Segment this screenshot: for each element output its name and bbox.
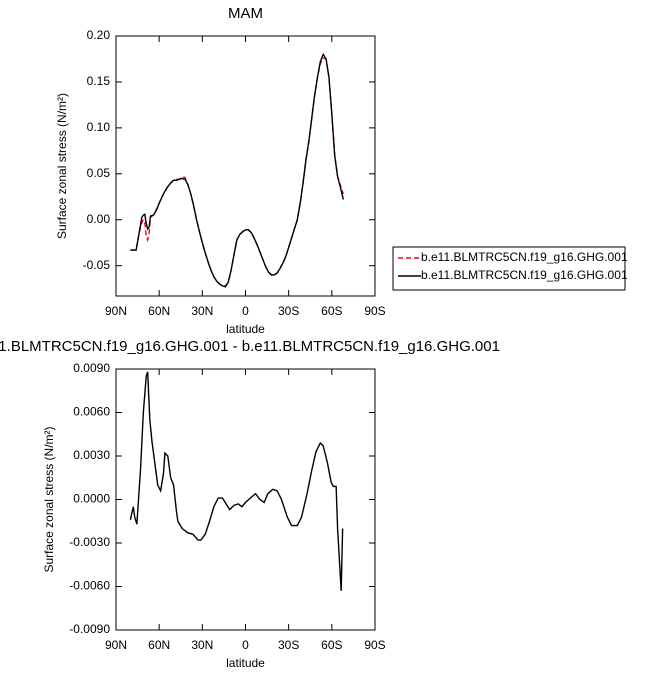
x-tick-label: 90S [364,304,385,318]
y-axis-label: Surface zonal stress (N/m²) [55,93,69,239]
x-tick-label: 60N [148,304,170,318]
y-tick-label: 0.05 [87,166,111,180]
x-tick-label: 0 [242,638,249,652]
y-tick-label: -0.0090 [69,622,110,636]
x-tick-label: 60S [321,638,342,652]
y-tick-label: 0.00 [87,212,111,226]
y-axis-label: Surface zonal stress (N/m²) [42,426,56,572]
legend-box [392,246,626,291]
legend-label: b.e11.BLMTRC5CN.f19_g16.GHG.001 [421,250,628,264]
x-tick-label: 30N [191,304,213,318]
x-tick-label: 60S [321,304,342,318]
x-tick-label: 30S [278,638,299,652]
y-tick-label: 0.15 [87,74,111,88]
y-tick-label: 0.0060 [73,405,110,419]
x-tick-label: 90S [364,638,385,652]
y-tick-label: -0.0060 [69,579,110,593]
x-axis-label: latitude [226,656,265,670]
y-tick-label: 0.10 [87,120,111,134]
y-tick-label: 0.20 [87,28,111,42]
x-tick-label: 0 [242,304,249,318]
data-line [130,57,345,287]
legend-label: b.e11.BLMTRC5CN.f19_g16.GHG.001 [421,268,628,282]
x-tick-label: 60N [148,638,170,652]
y-tick-label: -0.0030 [69,535,110,549]
y-tick-label: 0.0090 [73,361,110,375]
y-tick-label: -0.05 [83,258,111,272]
data-line [130,52,345,288]
y-tick-label: 0.0030 [73,448,110,462]
x-tick-label: 30S [278,304,299,318]
y-tick-label: 0.0000 [73,492,110,506]
chart-title: MAM [228,5,263,22]
x-axis-label: latitude [226,322,265,336]
x-tick-label: 90N [105,304,127,318]
data-line [129,371,344,591]
chart-title: 11.BLMTRC5CN.f19_g16.GHG.001 - b.e11.BLM… [0,338,500,355]
x-tick-label: 90N [105,638,127,652]
x-tick-label: 30N [191,638,213,652]
